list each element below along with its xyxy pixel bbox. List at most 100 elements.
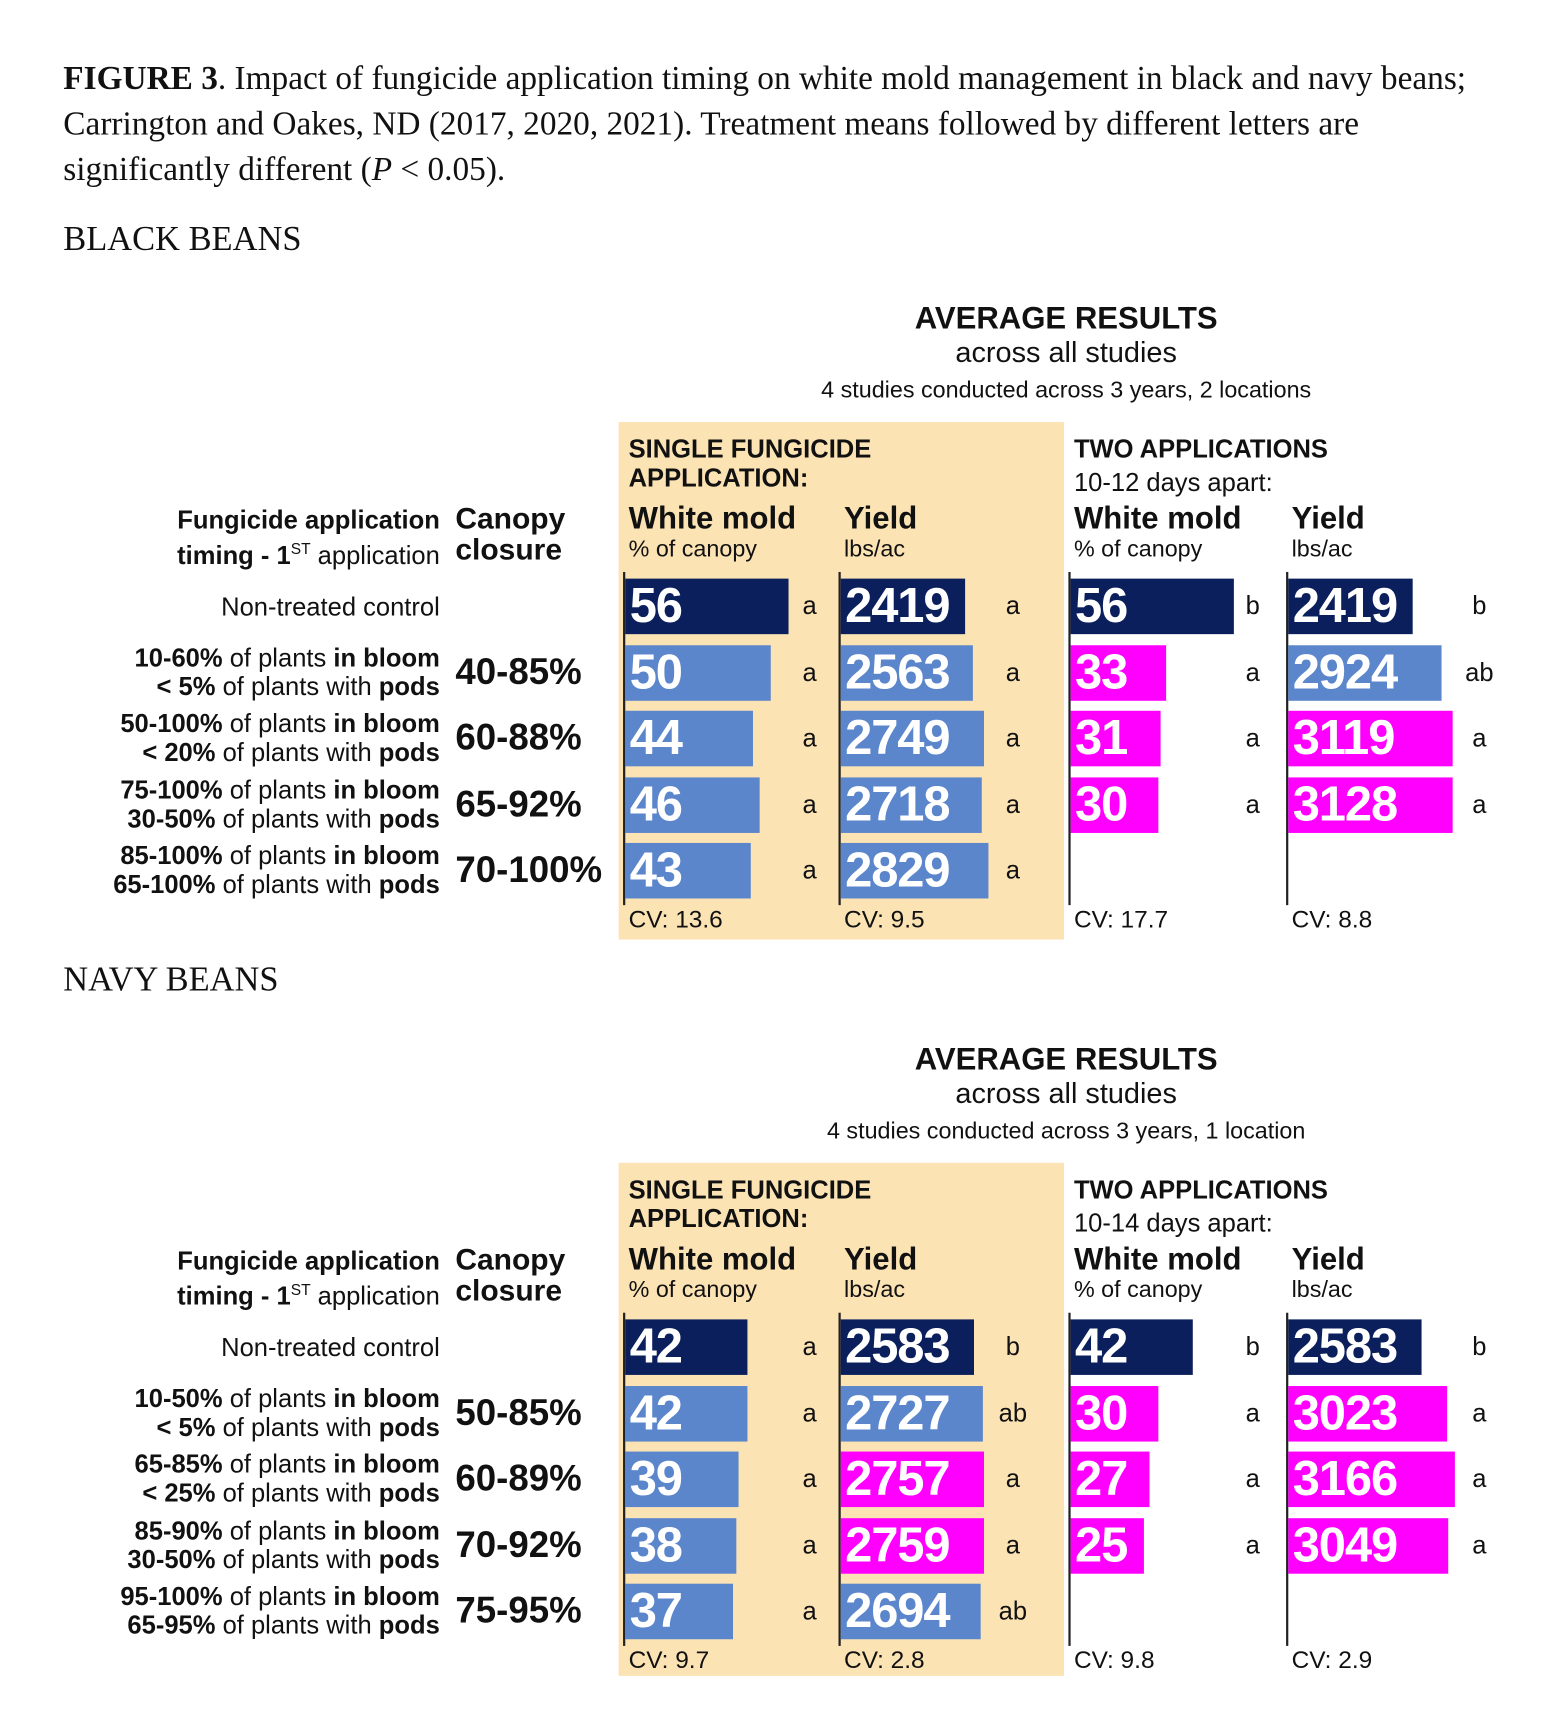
significance-letter: a xyxy=(1005,723,1020,752)
navy-beans-chart-subtitle: across all studies xyxy=(955,1076,1177,1110)
line1: TWO APPLICATIONS xyxy=(1073,1175,1328,1204)
text: of plants xyxy=(222,708,334,738)
pct: < 5% xyxy=(156,671,216,701)
bar-white-mold: 42 xyxy=(625,1319,748,1375)
significance-letter: a xyxy=(802,1397,817,1427)
bar-white-mold: 30 xyxy=(1070,1385,1158,1442)
row-label: 95-100% of plants in bloom 65-95% of plan… xyxy=(120,1581,439,1639)
significance-letter: a xyxy=(802,1529,817,1559)
bar-yield: 2583 xyxy=(1288,1319,1422,1375)
canopy-value: 75-95% xyxy=(455,1589,582,1631)
text: of plants xyxy=(222,1581,334,1611)
navy-beans-two-header: TWO APPLICATIONS 10-14 days apart: xyxy=(1074,1175,1328,1242)
text: of plants with xyxy=(215,869,379,899)
bar-yield: 2749 xyxy=(840,710,984,767)
bar-white-mold: 39 xyxy=(625,1451,739,1508)
significance-letter: a xyxy=(1005,1529,1020,1559)
caption-text-end: < 0.05). xyxy=(392,151,506,188)
significance-letter: a xyxy=(802,723,817,752)
significance-letter: a xyxy=(1005,855,1020,885)
pct: 30-50% xyxy=(127,1544,216,1574)
black-beans-chart-title: AVERAGE RESULTS xyxy=(914,300,1218,336)
axis-line xyxy=(623,571,626,906)
navy-beans-row-header: Fungicide application timing - 1ST applic… xyxy=(177,1246,440,1310)
column-title: Yield xyxy=(844,500,918,536)
bar-white-mold: 33 xyxy=(1070,644,1167,701)
navy-beans-single-header: SINGLE FUNGICIDE APPLICATION: xyxy=(629,1175,872,1233)
bar-yield: 2727 xyxy=(840,1385,983,1442)
line1: SINGLE FUNGICIDE xyxy=(628,434,872,464)
stage: in bloom xyxy=(333,774,440,804)
significance-letter: a xyxy=(1005,590,1020,620)
axis-line xyxy=(1068,1312,1071,1646)
column-unit: lbs/ac xyxy=(844,1277,905,1303)
cv-label: CV: 8.8 xyxy=(1291,905,1373,933)
pct: < 5% xyxy=(156,1412,216,1442)
bar-white-mold: 25 xyxy=(1070,1517,1144,1574)
canopy-value: 70-92% xyxy=(455,1523,582,1565)
pct: 30-50% xyxy=(127,803,216,833)
column-title: White mold xyxy=(628,1241,797,1277)
line1: Fungicide application xyxy=(177,1246,440,1275)
stage: in bloom xyxy=(333,840,440,870)
text: of plants with xyxy=(215,671,379,701)
axis-line xyxy=(838,571,841,906)
significance-letter: a xyxy=(1472,1529,1487,1559)
significance-letter: a xyxy=(1245,1463,1260,1493)
canopy-value: 50-85% xyxy=(455,1391,582,1433)
significance-letter: b xyxy=(1005,1331,1020,1361)
significance-letter: a xyxy=(1245,723,1260,752)
stage: in bloom xyxy=(333,1515,440,1545)
significance-letter: ab xyxy=(998,1595,1028,1625)
text: of plants with xyxy=(215,1610,379,1640)
significance-letter: a xyxy=(802,656,817,686)
bar-white-mold: 50 xyxy=(625,644,771,701)
text: of plants xyxy=(222,642,334,672)
significance-letter: b xyxy=(1472,590,1487,620)
column-title: Yield xyxy=(844,1241,918,1277)
pct: 85-90% xyxy=(134,1515,223,1545)
timing: timing - 1 xyxy=(177,540,291,570)
significance-letter: a xyxy=(1245,1529,1260,1559)
column-title: Yield xyxy=(1291,1241,1365,1277)
bar-yield: 3023 xyxy=(1288,1385,1447,1442)
axis-line xyxy=(1286,1312,1289,1646)
timing: timing - 1 xyxy=(177,1281,291,1311)
significance-letter: ab xyxy=(1465,656,1494,686)
line1: SINGLE FUNGICIDE xyxy=(628,1175,872,1204)
bar-white-mold: 56 xyxy=(1070,578,1234,635)
pct: 95-100% xyxy=(120,1581,223,1611)
bar-yield: 2694 xyxy=(840,1583,981,1640)
bar-yield: 2583 xyxy=(840,1319,975,1375)
stage: pods xyxy=(378,1412,440,1442)
column-unit: lbs/ac xyxy=(844,536,905,562)
canopy-value: 60-88% xyxy=(455,716,582,758)
canopy-value: 60-89% xyxy=(455,1457,582,1499)
bar-white-mold: 44 xyxy=(625,710,754,767)
row-label: 85-90% of plants in bloom 30-50% of plant… xyxy=(127,1515,439,1573)
significance-letter: a xyxy=(802,590,817,620)
pct: 65-95% xyxy=(127,1610,216,1640)
pct: 85-100% xyxy=(120,840,223,870)
caption-text: . Impact of fungicide application timing… xyxy=(63,59,1467,188)
black-beans-study-note: 4 studies conducted across 3 years, 2 lo… xyxy=(821,377,1312,404)
bar-white-mold: 31 xyxy=(1070,710,1161,767)
significance-letter: a xyxy=(1005,1463,1020,1493)
line2: APPLICATION: xyxy=(628,1203,809,1233)
stage: in bloom xyxy=(333,1449,440,1479)
significance-letter: a xyxy=(802,855,817,885)
superscript: ST xyxy=(290,1280,311,1299)
row-label: 65-85% of plants in bloom < 25% of plants… xyxy=(135,1449,440,1507)
significance-letter: a xyxy=(1245,656,1260,686)
line2: closure xyxy=(455,533,563,567)
navy-beans-study-note: 4 studies conducted across 3 years, 1 lo… xyxy=(826,1118,1306,1144)
stage: pods xyxy=(378,869,440,899)
stage: in bloom xyxy=(333,1383,440,1413)
significance-letter: a xyxy=(1245,789,1260,818)
navy-beans-canopy-header: Canopy closure xyxy=(455,1244,565,1306)
column-title: White mold xyxy=(1073,500,1242,536)
text: of plants xyxy=(222,840,334,870)
label: Non-treated control xyxy=(221,591,440,621)
bar-white-mold: 42 xyxy=(1070,1319,1193,1375)
